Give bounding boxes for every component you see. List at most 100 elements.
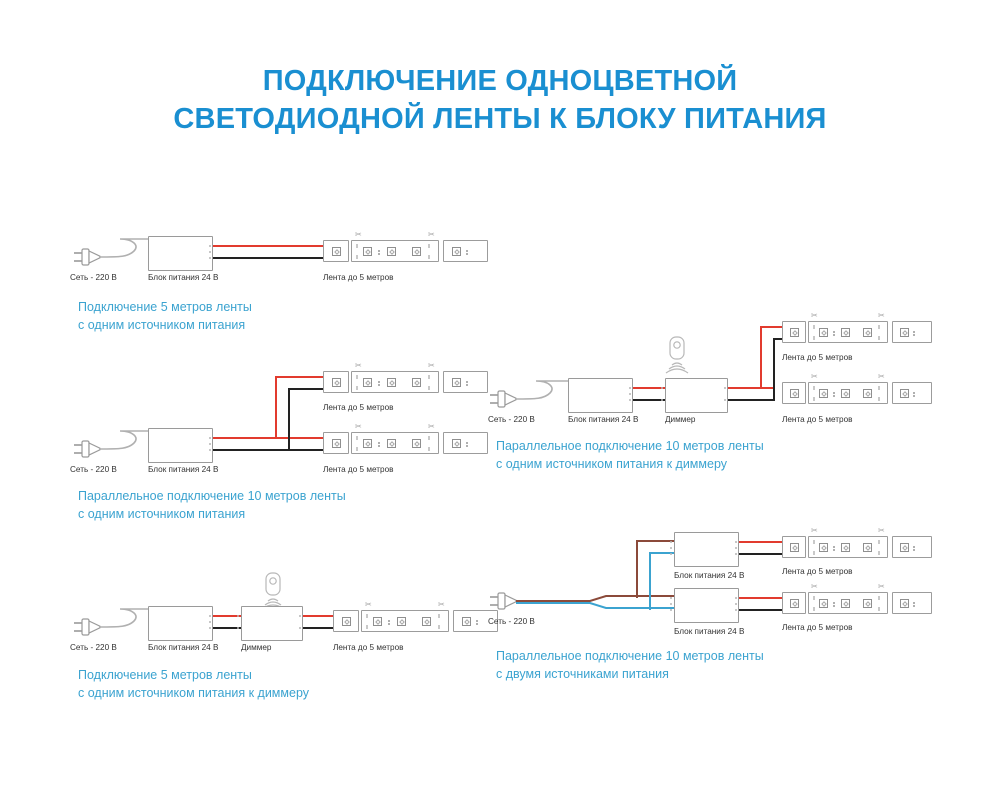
dimmer-terminal-in-positive [237, 615, 239, 617]
label-dimmer: Диммер [665, 415, 696, 424]
diagram-caption: Параллельное подключение 10 метров ленты… [496, 437, 764, 473]
wire-negative [213, 627, 241, 629]
led-chip [819, 328, 828, 337]
strip-segment [443, 432, 488, 454]
solder-pad [356, 255, 358, 259]
dimmer-terminal-in-negative [237, 627, 239, 629]
label-mains: Сеть - 220 В [70, 643, 117, 652]
dimmer-terminal-out-negative [724, 399, 726, 401]
solder-pad [813, 386, 815, 390]
psu-terminal-positive [735, 597, 737, 599]
power-supply-box [148, 428, 213, 463]
strip-dots [476, 620, 479, 625]
led-chip [332, 439, 341, 448]
label-strip: Лента до 5 метров [323, 403, 394, 412]
strip-dots [913, 331, 916, 336]
led-chip [452, 247, 461, 256]
strip-dots [833, 546, 836, 551]
strip-segment [782, 321, 806, 343]
label-psu: Блок питания 24 В [674, 571, 745, 580]
led-strip: ✂ ✂ [782, 583, 932, 614]
power-supply-box [674, 588, 739, 623]
led-chip [900, 328, 909, 337]
scissors-cut-icon: ✂ [878, 582, 885, 591]
solder-pad [878, 397, 880, 401]
led-chip [819, 599, 828, 608]
page-title-line-2: СВЕТОДИОДНОЙ ЛЕНТЫ К БЛОКУ ПИТАНИЯ [173, 103, 827, 136]
wire-negative [288, 388, 323, 390]
solder-pad [356, 436, 358, 440]
psu-terminal-positive [209, 437, 211, 439]
strip-segment [333, 610, 359, 632]
solder-pad [428, 436, 430, 440]
dimmer-box [241, 606, 303, 641]
wire-negative [728, 399, 773, 401]
led-chip [900, 543, 909, 552]
strip-segment [323, 240, 349, 262]
led-chip [819, 389, 828, 398]
led-chip [422, 617, 431, 626]
strip-dots [378, 250, 381, 255]
strip-segment [361, 610, 449, 632]
scissors-cut-icon: ✂ [811, 372, 818, 381]
label-psu: Блок питания 24 В [148, 465, 219, 474]
mains-cable [98, 608, 150, 628]
psu-terminal-extra [209, 449, 211, 451]
label-strip: Лента до 5 метров [782, 415, 853, 424]
caption-line-1: Подключение 5 метров ленты [78, 300, 252, 314]
label-strip: Лента до 5 метров [323, 465, 394, 474]
dimmer-terminal-out-negative [299, 627, 301, 629]
strip-segment [892, 592, 932, 614]
led-chip [452, 439, 461, 448]
psu-terminal-negative [629, 393, 631, 395]
diagram-parallel-two-strips-one-psu: ✂ ✂ ✂ ✂ Лента д [70, 362, 490, 522]
led-chip [863, 599, 872, 608]
diagram-caption: Параллельное подключение 10 метров ленты… [78, 487, 346, 523]
label-strip: Лента до 5 метров [782, 353, 853, 362]
wire-positive [728, 387, 773, 389]
solder-pad [878, 540, 880, 544]
led-strip: ✂ ✂ [323, 423, 488, 454]
led-strip: ✂ ✂ [323, 231, 488, 262]
diagram-caption: Подключение 5 метров ленты с одним источ… [78, 666, 309, 702]
strip-segment [323, 371, 349, 393]
label-mains: Сеть - 220 В [70, 273, 117, 282]
label-psu: Блок питания 24 В [148, 273, 219, 282]
strip-dots [913, 392, 916, 397]
wire-negative-riser [288, 388, 290, 451]
solder-pad [356, 386, 358, 390]
scissors-cut-icon: ✂ [355, 422, 362, 431]
led-chip [790, 599, 799, 608]
strip-segment [892, 321, 932, 343]
strip-segment [808, 536, 888, 558]
led-chip [841, 328, 850, 337]
strip-dots [466, 250, 469, 255]
wire-positive [633, 387, 665, 389]
led-chip [863, 389, 872, 398]
scissors-cut-icon: ✂ [811, 582, 818, 591]
caption-line-1: Параллельное подключение 10 метров ленты [496, 649, 764, 663]
solder-pad [428, 244, 430, 248]
solder-pad [428, 447, 430, 451]
label-strip: Лента до 5 метров [782, 623, 853, 632]
wire-negative [633, 399, 665, 401]
psu-terminal-neutral [670, 603, 672, 605]
mains-cable [514, 380, 569, 400]
wire-positive [739, 597, 782, 599]
led-chip [900, 389, 909, 398]
label-dimmer: Диммер [241, 643, 272, 652]
psu-terminal-negative [209, 443, 211, 445]
power-plug-icon [74, 248, 101, 266]
psu-terminal-positive [209, 245, 211, 247]
caption-line-1: Подключение 5 метров ленты [78, 668, 252, 682]
page-title-line-1: ПОДКЛЮЧЕНИЕ ОДНОЦВЕТНОЙ [262, 65, 738, 97]
caption-line-2: с двумя источниками питания [496, 667, 669, 682]
strip-segment [808, 321, 888, 343]
solder-pad [366, 625, 368, 629]
wire-positive [303, 615, 333, 617]
wire-neutral-riser [649, 552, 651, 610]
strip-segment [443, 371, 488, 393]
wire-line [636, 540, 674, 542]
scissors-cut-icon: ✂ [428, 230, 435, 239]
strip-dots [378, 442, 381, 447]
